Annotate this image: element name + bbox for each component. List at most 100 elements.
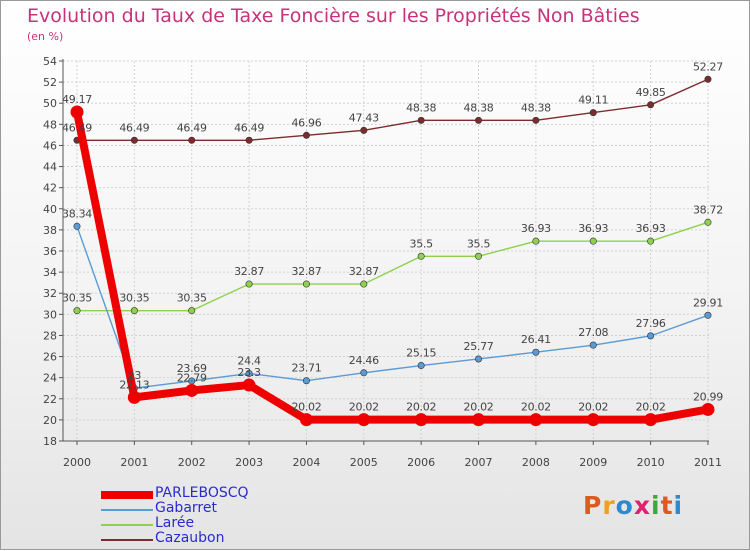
data-label: 32.87 [291, 265, 321, 278]
legend-swatch [101, 539, 153, 541]
data-point [704, 311, 712, 319]
data-label: 48.38 [406, 101, 436, 114]
data-point [357, 413, 371, 427]
data-label: 46.96 [291, 116, 321, 129]
data-label: 32.87 [349, 265, 379, 278]
logo-letter: t [660, 491, 674, 520]
data-label: 46.49 [177, 121, 207, 134]
data-label: 24.4 [237, 354, 261, 367]
x-tick-label: 2004 [292, 456, 320, 469]
logo-letter: r [602, 491, 616, 520]
x-tick-label: 2011 [694, 456, 722, 469]
data-label: 22.79 [177, 371, 207, 384]
data-point [73, 307, 81, 315]
data-label: 23 [128, 369, 142, 382]
data-label: 36.93 [521, 222, 551, 235]
proxiti-logo: Proxiti [583, 491, 683, 520]
data-point [586, 413, 600, 427]
data-point [475, 252, 483, 260]
data-point [302, 131, 310, 139]
data-label: 36.93 [636, 222, 666, 235]
series-line-gabarret [76, 225, 709, 389]
data-point [245, 136, 253, 144]
data-point [130, 307, 138, 315]
data-label: 25.77 [464, 340, 494, 353]
y-tick-label: 48 [43, 118, 57, 131]
data-label: 48.38 [464, 101, 494, 114]
x-tick-label: 2005 [350, 456, 378, 469]
data-point [299, 413, 313, 427]
data-point [529, 413, 543, 427]
y-tick-label: 36 [43, 245, 57, 258]
x-tick-label: 2003 [235, 456, 263, 469]
data-label: 23.69 [177, 362, 207, 375]
y-tick-label: 30 [43, 308, 57, 321]
data-point [417, 252, 425, 260]
y-tick-label: 50 [43, 97, 57, 110]
y-tick-label: 42 [43, 182, 57, 195]
y-tick-label: 54 [43, 55, 57, 68]
data-point [245, 369, 253, 377]
data-label: 20.02 [464, 401, 494, 414]
data-label: 29.91 [693, 296, 723, 309]
data-point [360, 369, 368, 377]
data-label: 25.15 [406, 347, 436, 360]
data-label: 24.46 [349, 354, 379, 367]
logo-letter: i [651, 491, 661, 520]
data-point [188, 136, 196, 144]
data-point [701, 402, 715, 416]
x-tick-label: 2001 [120, 456, 148, 469]
data-label: 27.08 [578, 326, 608, 339]
data-label: 49.11 [578, 94, 608, 107]
y-tick-label: 40 [43, 203, 57, 216]
data-label: 30.35 [119, 292, 149, 305]
data-point [475, 116, 483, 124]
data-label: 26.41 [521, 333, 551, 346]
legend-label: Gabarret [155, 500, 217, 516]
data-point [70, 105, 84, 119]
data-point [532, 348, 540, 356]
data-label: 46.49 [62, 121, 92, 134]
legend-label: Cazaubon [155, 530, 225, 546]
legend-label: PARLEBOSCQ [155, 485, 249, 501]
data-label: 48.38 [521, 101, 551, 114]
x-tick-label: 2006 [407, 456, 435, 469]
data-point [242, 378, 256, 392]
data-point [647, 332, 655, 340]
x-tick-label: 2009 [579, 456, 607, 469]
legend-swatch [101, 509, 153, 511]
data-point [647, 101, 655, 109]
data-label: 30.35 [177, 292, 207, 305]
data-label: 38.72 [693, 203, 723, 216]
y-tick-label: 52 [43, 76, 57, 89]
data-label: 30.35 [62, 292, 92, 305]
y-tick-label: 18 [43, 435, 57, 448]
data-label: 35.5 [467, 237, 491, 250]
logo-letter: x [633, 491, 651, 520]
series-line-larée [76, 221, 709, 312]
x-tick-label: 2002 [178, 456, 206, 469]
data-point [245, 280, 253, 288]
data-point [647, 237, 655, 245]
data-point [188, 307, 196, 315]
data-label: 20.02 [349, 401, 379, 414]
data-label: 22.13 [119, 378, 149, 391]
x-tick-label: 2000 [63, 456, 91, 469]
data-label: 23.3 [237, 366, 261, 379]
series-line-cazaubon [76, 78, 709, 141]
y-tick-label: 28 [43, 329, 57, 342]
chart-title: Evolution du Taux de Taxe Foncière sur l… [27, 5, 640, 27]
data-point [589, 237, 597, 245]
legend-swatch [101, 491, 153, 499]
data-point [417, 116, 425, 124]
x-tick-label: 2007 [465, 456, 493, 469]
y-tick-label: 44 [43, 161, 57, 174]
data-point [417, 362, 425, 370]
data-label: 27.96 [636, 317, 666, 330]
data-point [302, 280, 310, 288]
data-label: 52.27 [693, 60, 723, 73]
data-point [532, 116, 540, 124]
data-point [360, 280, 368, 288]
